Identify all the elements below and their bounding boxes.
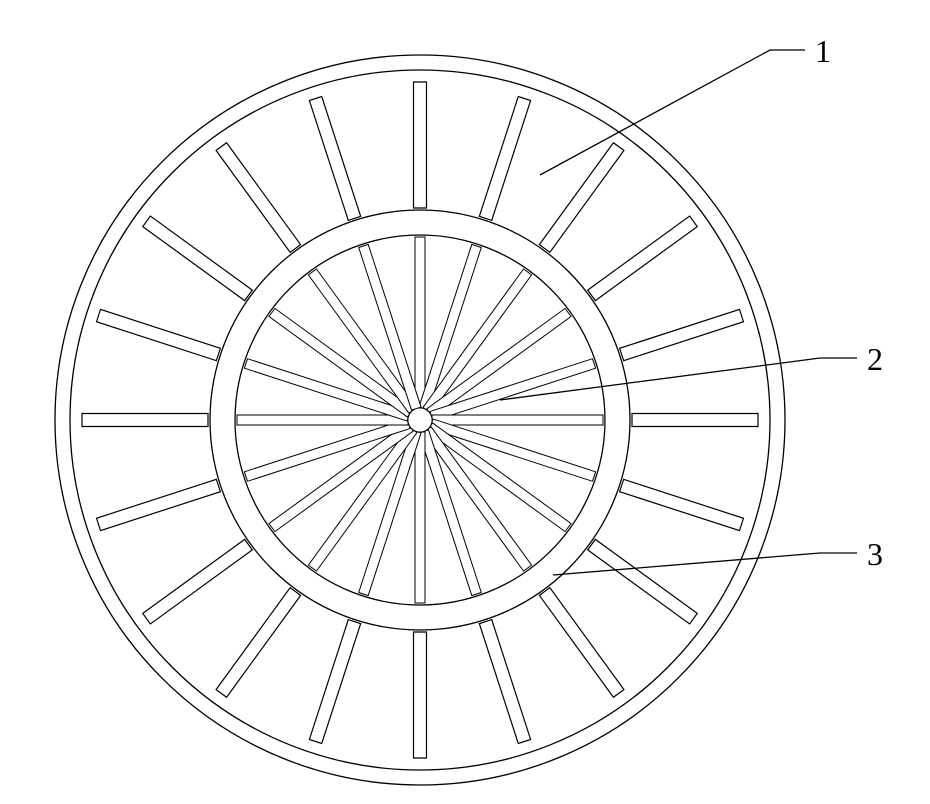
callout-label-2: 2 <box>867 341 883 377</box>
callout-label-1: 1 <box>815 33 831 69</box>
spoke <box>479 620 530 744</box>
spoke <box>588 216 698 301</box>
callout-label-3: 3 <box>867 536 883 572</box>
spoke <box>415 432 425 603</box>
spoke <box>414 632 427 758</box>
spoke <box>216 588 301 698</box>
spoke <box>432 415 603 425</box>
spoke <box>620 479 744 530</box>
spoke <box>415 237 425 408</box>
spoke <box>97 309 221 360</box>
spoke <box>588 539 698 624</box>
spokes-group <box>82 82 758 758</box>
spoke <box>97 479 221 530</box>
spoke <box>309 97 360 221</box>
spoke <box>539 143 624 253</box>
spoke <box>479 97 530 221</box>
spoke <box>632 414 758 427</box>
spoke <box>216 143 301 253</box>
spoke <box>143 216 253 301</box>
spoke <box>620 309 744 360</box>
diagram-canvas: 1 2 3 <box>0 0 930 804</box>
spoke <box>82 414 208 427</box>
spoke <box>309 620 360 744</box>
spoke <box>143 539 253 624</box>
spoke <box>414 82 427 208</box>
spoke <box>237 415 408 425</box>
spoke <box>539 588 624 698</box>
